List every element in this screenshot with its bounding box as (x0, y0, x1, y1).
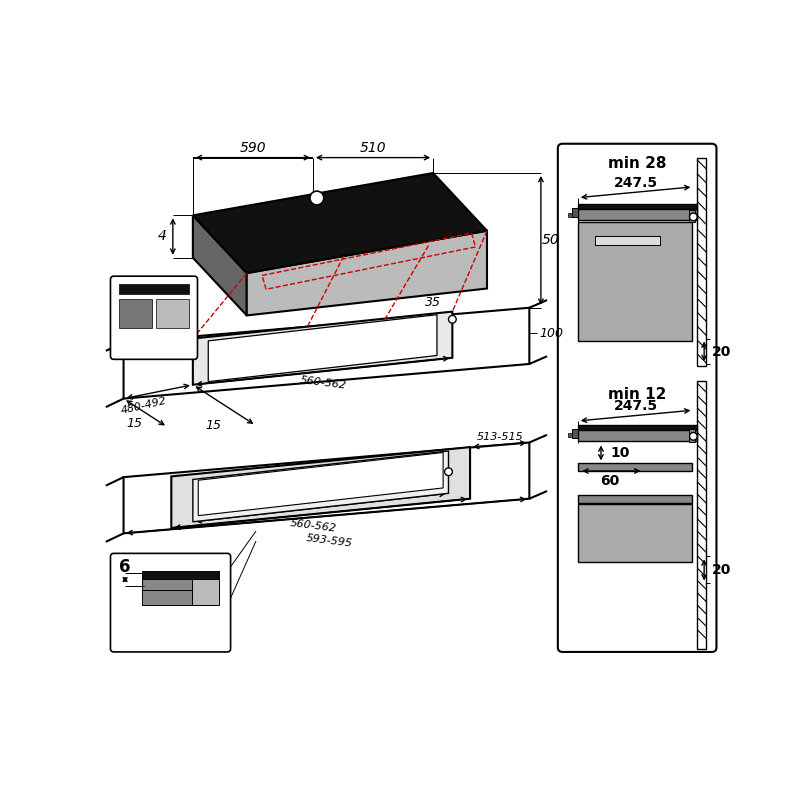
Bar (119, 298, 152, 328)
Circle shape (690, 213, 698, 221)
Bar (594, 236, 660, 246)
Bar (578, 430, 698, 441)
Text: 60: 60 (601, 474, 620, 488)
Text: min 12: min 12 (608, 387, 666, 402)
Text: 35: 35 (425, 296, 441, 309)
Bar (578, 425, 698, 430)
Text: 50: 50 (542, 233, 559, 247)
Bar (578, 504, 692, 562)
Bar (578, 222, 692, 341)
Bar (572, 429, 578, 438)
Text: 20: 20 (712, 563, 731, 578)
Text: 100: 100 (539, 326, 563, 340)
Bar (568, 213, 572, 217)
Polygon shape (123, 442, 530, 534)
Polygon shape (171, 447, 470, 528)
Bar (689, 430, 695, 442)
Bar (578, 463, 692, 471)
Bar (156, 298, 189, 328)
Text: 560-562: 560-562 (300, 375, 347, 391)
Bar (142, 578, 192, 590)
Bar (572, 208, 578, 217)
Circle shape (690, 433, 698, 440)
Text: 6: 6 (119, 558, 131, 576)
Text: 20: 20 (712, 345, 731, 358)
Text: 593-595: 593-595 (306, 534, 353, 549)
Bar (142, 590, 192, 605)
Text: 15: 15 (206, 419, 222, 432)
Text: 4: 4 (158, 229, 166, 243)
Polygon shape (123, 308, 530, 398)
Text: 11.5: 11.5 (342, 474, 370, 487)
FancyBboxPatch shape (110, 554, 230, 652)
Bar (689, 210, 695, 222)
Circle shape (310, 191, 324, 205)
Polygon shape (198, 453, 443, 516)
Polygon shape (246, 230, 487, 315)
Text: 560-562: 560-562 (290, 518, 338, 534)
Bar (142, 571, 219, 578)
Circle shape (449, 315, 456, 323)
Circle shape (445, 468, 452, 476)
Bar (698, 381, 706, 649)
Text: min 28: min 28 (608, 156, 666, 171)
Bar (698, 158, 706, 366)
Bar (192, 578, 219, 605)
Bar (578, 204, 698, 209)
Polygon shape (193, 215, 246, 315)
Bar (119, 284, 189, 294)
Text: 10: 10 (333, 228, 349, 241)
Bar (568, 434, 572, 437)
Text: 247.5: 247.5 (614, 176, 658, 190)
Bar (578, 209, 698, 220)
Text: 480-492: 480-492 (121, 395, 168, 416)
Text: 480-492: 480-492 (302, 491, 349, 506)
Bar (578, 495, 692, 502)
Polygon shape (193, 451, 449, 522)
Text: 10: 10 (610, 446, 630, 459)
Text: 247.5: 247.5 (614, 399, 658, 414)
Text: 513-515: 513-515 (477, 432, 523, 442)
Text: 510: 510 (360, 142, 386, 155)
Text: 15: 15 (126, 417, 142, 430)
Text: 590: 590 (240, 142, 266, 155)
Polygon shape (193, 312, 452, 385)
Text: 0-10: 0-10 (326, 326, 355, 340)
Polygon shape (193, 173, 487, 273)
Polygon shape (208, 314, 437, 382)
FancyBboxPatch shape (558, 144, 717, 652)
FancyBboxPatch shape (110, 276, 198, 359)
